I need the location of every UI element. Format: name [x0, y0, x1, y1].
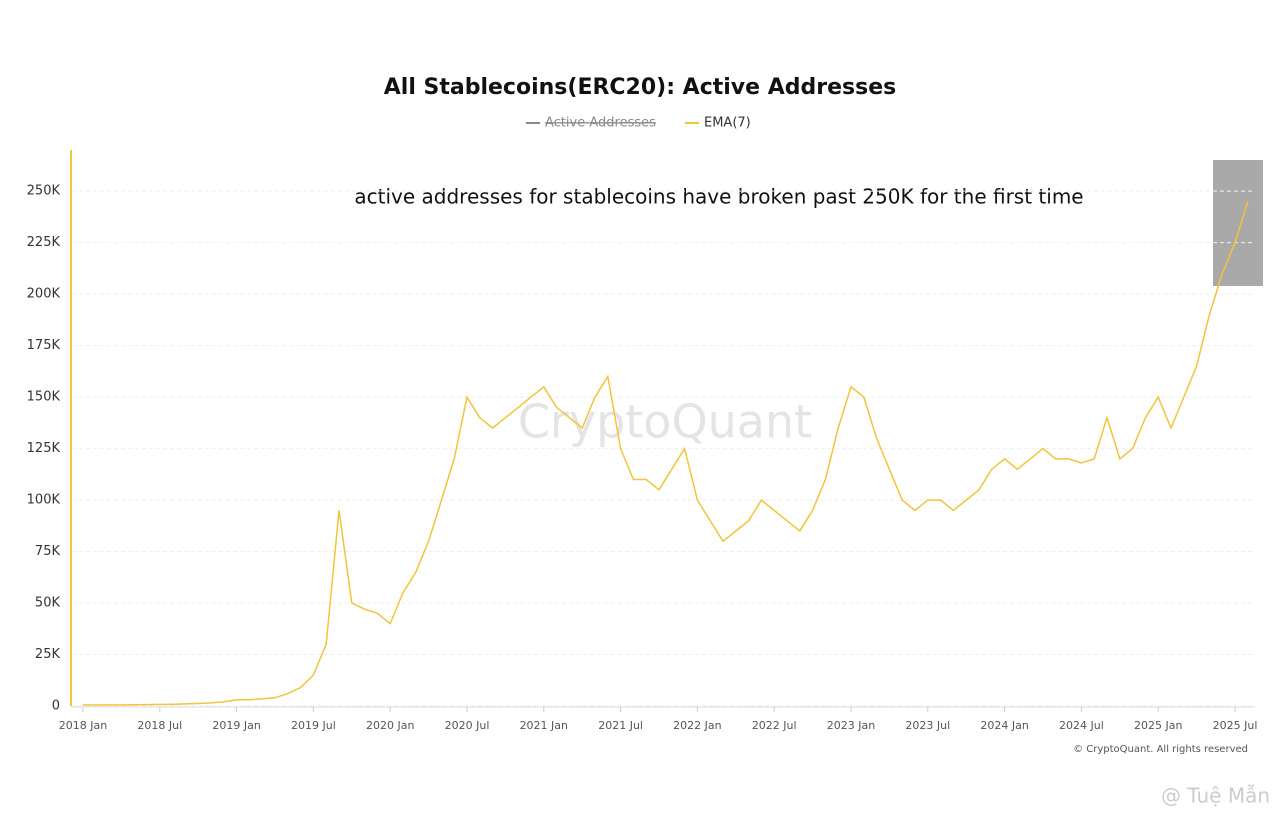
ema-line — [83, 201, 1249, 706]
credit: © CryptoQuant. All rights reserved — [1073, 744, 1248, 755]
y-tick-label: 125K — [27, 441, 61, 456]
y-tick-label: 175K — [27, 338, 61, 353]
x-tick-label: 2020 Jul — [445, 719, 490, 732]
x-tick-label: 2021 Jan — [520, 719, 568, 732]
legend-label[interactable]: Active Addresses — [545, 116, 656, 131]
x-tick-label: 2022 Jan — [673, 719, 721, 732]
x-tick-label: 2025 Jan — [1134, 719, 1182, 732]
highlight-box — [1213, 160, 1263, 286]
y-tick-label: 225K — [27, 235, 61, 250]
x-tick-label: 2020 Jan — [366, 719, 414, 732]
x-tick-label: 2018 Jan — [59, 719, 107, 732]
x-tick-label: 2025 Jul — [1213, 719, 1258, 732]
signature: @ Tuệ Mẫn — [1161, 784, 1270, 808]
annotation: active addresses for stablecoins have br… — [354, 185, 1083, 209]
x-tick-label: 2024 Jul — [1059, 719, 1104, 732]
y-tick-label: 0 — [52, 699, 60, 714]
y-tick-label: 50K — [35, 596, 61, 611]
y-tick-label: 150K — [27, 390, 61, 405]
x-tick-label: 2018 Jul — [137, 719, 182, 732]
x-tick-label: 2021 Jul — [598, 719, 643, 732]
x-tick-label: 2023 Jan — [827, 719, 875, 732]
y-tick-label: 250K — [27, 184, 61, 199]
legend-label[interactable]: EMA(7) — [704, 116, 751, 131]
watermark: CryptoQuant — [518, 395, 812, 449]
y-tick-label: 75K — [35, 544, 61, 559]
y-tick-label: 100K — [27, 493, 61, 508]
y-tick-label: 25K — [35, 647, 61, 662]
y-tick-label: 200K — [27, 287, 61, 302]
x-tick-label: 2019 Jul — [291, 719, 336, 732]
x-tick-label: 2023 Jul — [905, 719, 950, 732]
x-tick-label: 2024 Jan — [980, 719, 1028, 732]
x-tick-label: 2022 Jul — [752, 719, 797, 732]
x-tick-label: 2019 Jan — [212, 719, 260, 732]
chart-title: All Stablecoins(ERC20): Active Addresses — [384, 75, 896, 100]
